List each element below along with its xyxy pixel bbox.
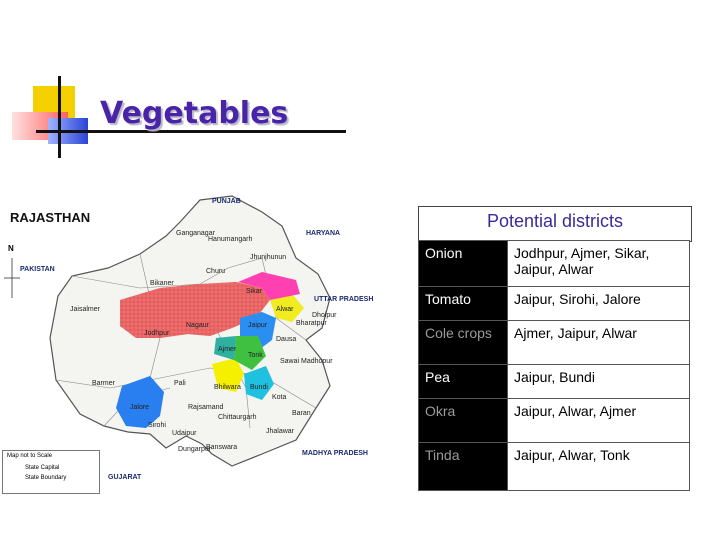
potential-districts-table: Onion Jodhpur, Ajmer, Sikar, Jaipur, Alw… — [418, 240, 690, 491]
table-row: Pea Jaipur, Bundi — [418, 364, 690, 399]
label-gujarat: GUJARAT — [108, 474, 142, 481]
district-sirohi: Sirohi — [148, 422, 166, 429]
district-bharatpur: Bharatpur — [296, 320, 327, 327]
district-tonk: Tonk — [248, 352, 263, 359]
table-row: Tinda Jaipur, Alwar, Tonk — [418, 442, 690, 491]
region-blue-south — [116, 376, 164, 428]
legend-title: Map not to Scale — [7, 453, 53, 459]
district-churu: Churu — [206, 268, 226, 275]
title-decoration-vline — [58, 76, 61, 158]
district-sikar: Sikar — [246, 288, 262, 295]
district-bhilwara: Bhilwara — [214, 384, 241, 391]
region-yellow-south — [212, 358, 244, 392]
districts-cell: Jaipur, Bundi — [507, 364, 690, 399]
district-hanumangarh: Hanumangarh — [208, 236, 253, 243]
districts-cell: Jaipur, Alwar, Tonk — [507, 442, 690, 491]
district-rajsamand: Rajsamand — [188, 404, 224, 411]
district-kota: Kota — [272, 394, 287, 401]
crop-cell: Onion — [418, 240, 508, 287]
district-jhunjhunun: Jhunjhunun — [250, 254, 287, 261]
map-heading: RAJASTHAN — [10, 210, 91, 225]
table-row: Okra Jaipur, Alwar, Ajmer — [418, 398, 690, 443]
legend-capital-label: State Capital — [25, 465, 60, 471]
districts-cell: Jodhpur, Ajmer, Sikar, Jaipur, Alwar — [507, 240, 690, 287]
district-jhalawar: Jhalawar — [266, 428, 295, 435]
district-bundi: Bundi — [250, 384, 268, 391]
district-baran: Baran — [292, 410, 311, 417]
region-green — [234, 336, 266, 370]
district-ajmer: Ajmer — [218, 346, 237, 353]
districts-cell: Jaipur, Sirohi, Jalore — [507, 286, 690, 321]
region-magenta — [238, 272, 300, 300]
district-dungarpur: Dungarpur — [178, 446, 212, 453]
district-jodhpur: Jodhpur — [144, 330, 170, 337]
region-cyan — [244, 366, 274, 400]
table-row: Onion Jodhpur, Ajmer, Sikar, Jaipur, Alw… — [418, 240, 690, 287]
crop-cell: Tomato — [418, 286, 508, 321]
title-decoration-hline — [36, 130, 346, 133]
district-pali: Pali — [174, 380, 186, 387]
district-udaipur: Udaipur — [172, 430, 197, 437]
slide-title: Vegetables — [100, 96, 289, 131]
table-title: Potential districts — [418, 206, 692, 242]
district-alwar: Alwar — [276, 306, 294, 313]
legend-boundary-label: State Boundary — [25, 475, 67, 481]
districts-cell: Ajmer, Jaipur, Alwar — [507, 320, 690, 365]
table-row: Cole crops Ajmer, Jaipur, Alwar — [418, 320, 690, 365]
district-banswara: Banswara — [206, 444, 238, 451]
district-bikaner: Bikaner — [150, 280, 174, 287]
label-haryana: HARYANA — [306, 230, 341, 237]
region-yellow-alwar — [270, 294, 304, 322]
label-uttar-pradesh: UTTAR PRADESH — [314, 296, 374, 303]
district-sawai-madhopur: Sawai Madhopur — [280, 358, 333, 365]
crop-cell: Pea — [418, 364, 508, 399]
map-north-label: N — [8, 244, 14, 253]
district-nagaur: Nagaur — [186, 322, 209, 329]
district-barmer: Barmer — [92, 380, 115, 387]
crop-cell: Okra — [418, 398, 508, 443]
district-dausa: Dausa — [276, 336, 297, 343]
districts-cell: Jaipur, Alwar, Ajmer — [507, 398, 690, 443]
label-punjab: PUNJAB — [212, 198, 241, 205]
region-teal — [214, 336, 236, 360]
label-pakistan: PAKISTAN — [20, 266, 55, 273]
district-jalore: Jalore — [130, 404, 150, 411]
region-red-hatch — [120, 282, 270, 338]
map-graphic — [4, 195, 331, 487]
district-jaipur: Jaipur — [248, 322, 268, 329]
label-madhya-pradesh: MADHYA PRADESH — [302, 450, 368, 457]
crop-cell: Tinda — [418, 442, 508, 491]
district-dholpur: Dholpur — [312, 312, 337, 319]
rajasthan-map: RAJASTHAN N PUNJAB HARYANA PAKISTAN UTTA… — [0, 188, 410, 518]
district-chittaurgarh: Chittaurgarh — [218, 414, 257, 421]
crop-cell: Cole crops — [418, 320, 508, 365]
map-legend: Map not to Scale State Capital State Bou… — [2, 450, 100, 494]
table-row: Tomato Jaipur, Sirohi, Jalore — [418, 286, 690, 321]
district-jaisalmer: Jaisalmer — [70, 306, 100, 313]
district-ganganagar: Ganganagar — [176, 230, 215, 237]
